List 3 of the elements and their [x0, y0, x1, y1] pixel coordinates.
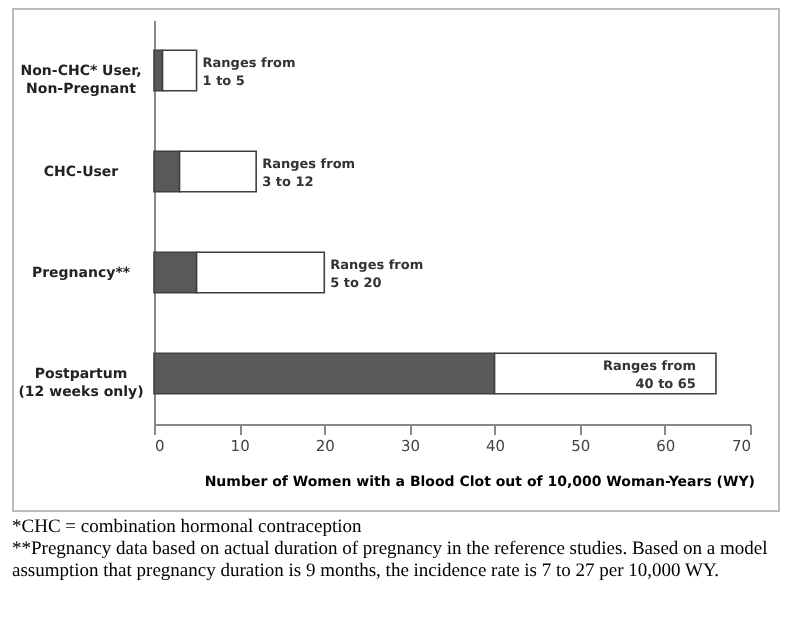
text: *CHC = combination hormonal contraception: [12, 518, 364, 540]
bar: [161, 49, 198, 92]
text: **Pregnancy data based on actual duration of pregnancy in the reference studies. Based on a model assumption that pregnancy duration is 9 months, the incidence rate is 7 to 27 per 10,000 WY.: [12, 539, 770, 584]
